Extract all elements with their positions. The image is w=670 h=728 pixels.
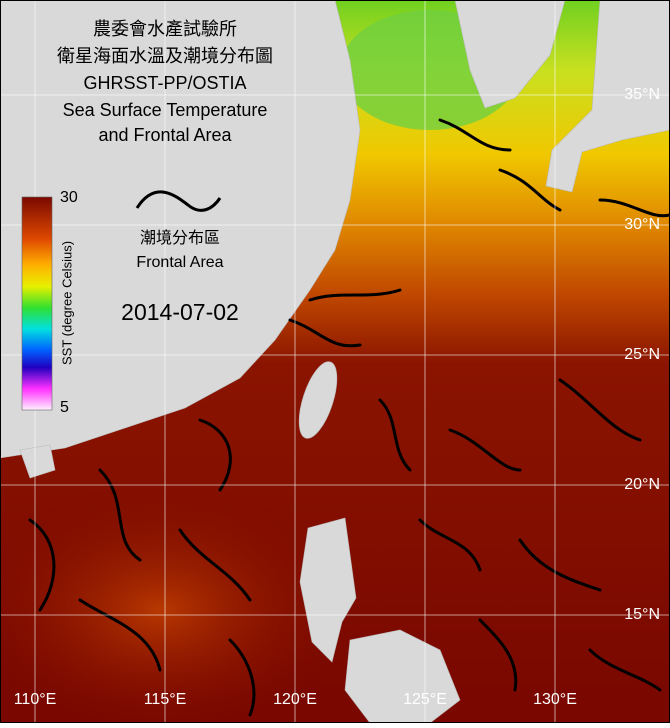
title-block: 農委會水產試驗所 衛星海面水溫及潮境分布圖 GHRSST-PP/OSTIA Se… bbox=[57, 19, 273, 145]
front-label-zh: 潮境分布區 bbox=[140, 228, 220, 247]
front-label-en: Frontal Area bbox=[136, 254, 223, 271]
colorbar: 30 5 SST (degree Celsius) bbox=[21, 189, 78, 416]
lon-label: 120°E bbox=[273, 691, 317, 708]
title-line: 衛星海面水溫及潮境分布圖 bbox=[57, 46, 273, 66]
title-line: GHRSST-PP/OSTIA bbox=[83, 73, 246, 93]
title-line: 農委會水產試驗所 bbox=[93, 19, 237, 39]
colorbar-max: 30 bbox=[60, 189, 78, 206]
lon-label: 130°E bbox=[533, 691, 577, 708]
frontal-lines bbox=[28, 118, 670, 717]
lon-labels: 110°E 115°E 120°E 125°E 130°E bbox=[14, 691, 577, 708]
lat-label: 20°N bbox=[624, 476, 660, 493]
colorbar-label: SST (degree Celsius) bbox=[59, 241, 74, 365]
front-symbol bbox=[135, 190, 222, 212]
lon-label: 115°E bbox=[144, 691, 187, 708]
date: 2014-07-02 bbox=[121, 299, 239, 325]
title-line: Sea Surface Temperature bbox=[63, 100, 268, 120]
lat-label: 35°N bbox=[624, 86, 660, 103]
lon-label: 110°E bbox=[14, 691, 57, 708]
lat-label: 30°N bbox=[624, 216, 660, 233]
lat-label: 25°N bbox=[624, 346, 660, 363]
colorbar-ramp bbox=[21, 196, 53, 411]
colorbar-min: 5 bbox=[60, 399, 69, 416]
front-legend: 潮境分布區 Frontal Area bbox=[135, 190, 224, 271]
title-line: and Frontal Area bbox=[98, 125, 232, 145]
lat-label: 15°N bbox=[624, 606, 660, 623]
lon-label: 125°E bbox=[403, 691, 447, 708]
lat-labels: 35°N 30°N 25°N 20°N 15°N bbox=[624, 86, 660, 623]
